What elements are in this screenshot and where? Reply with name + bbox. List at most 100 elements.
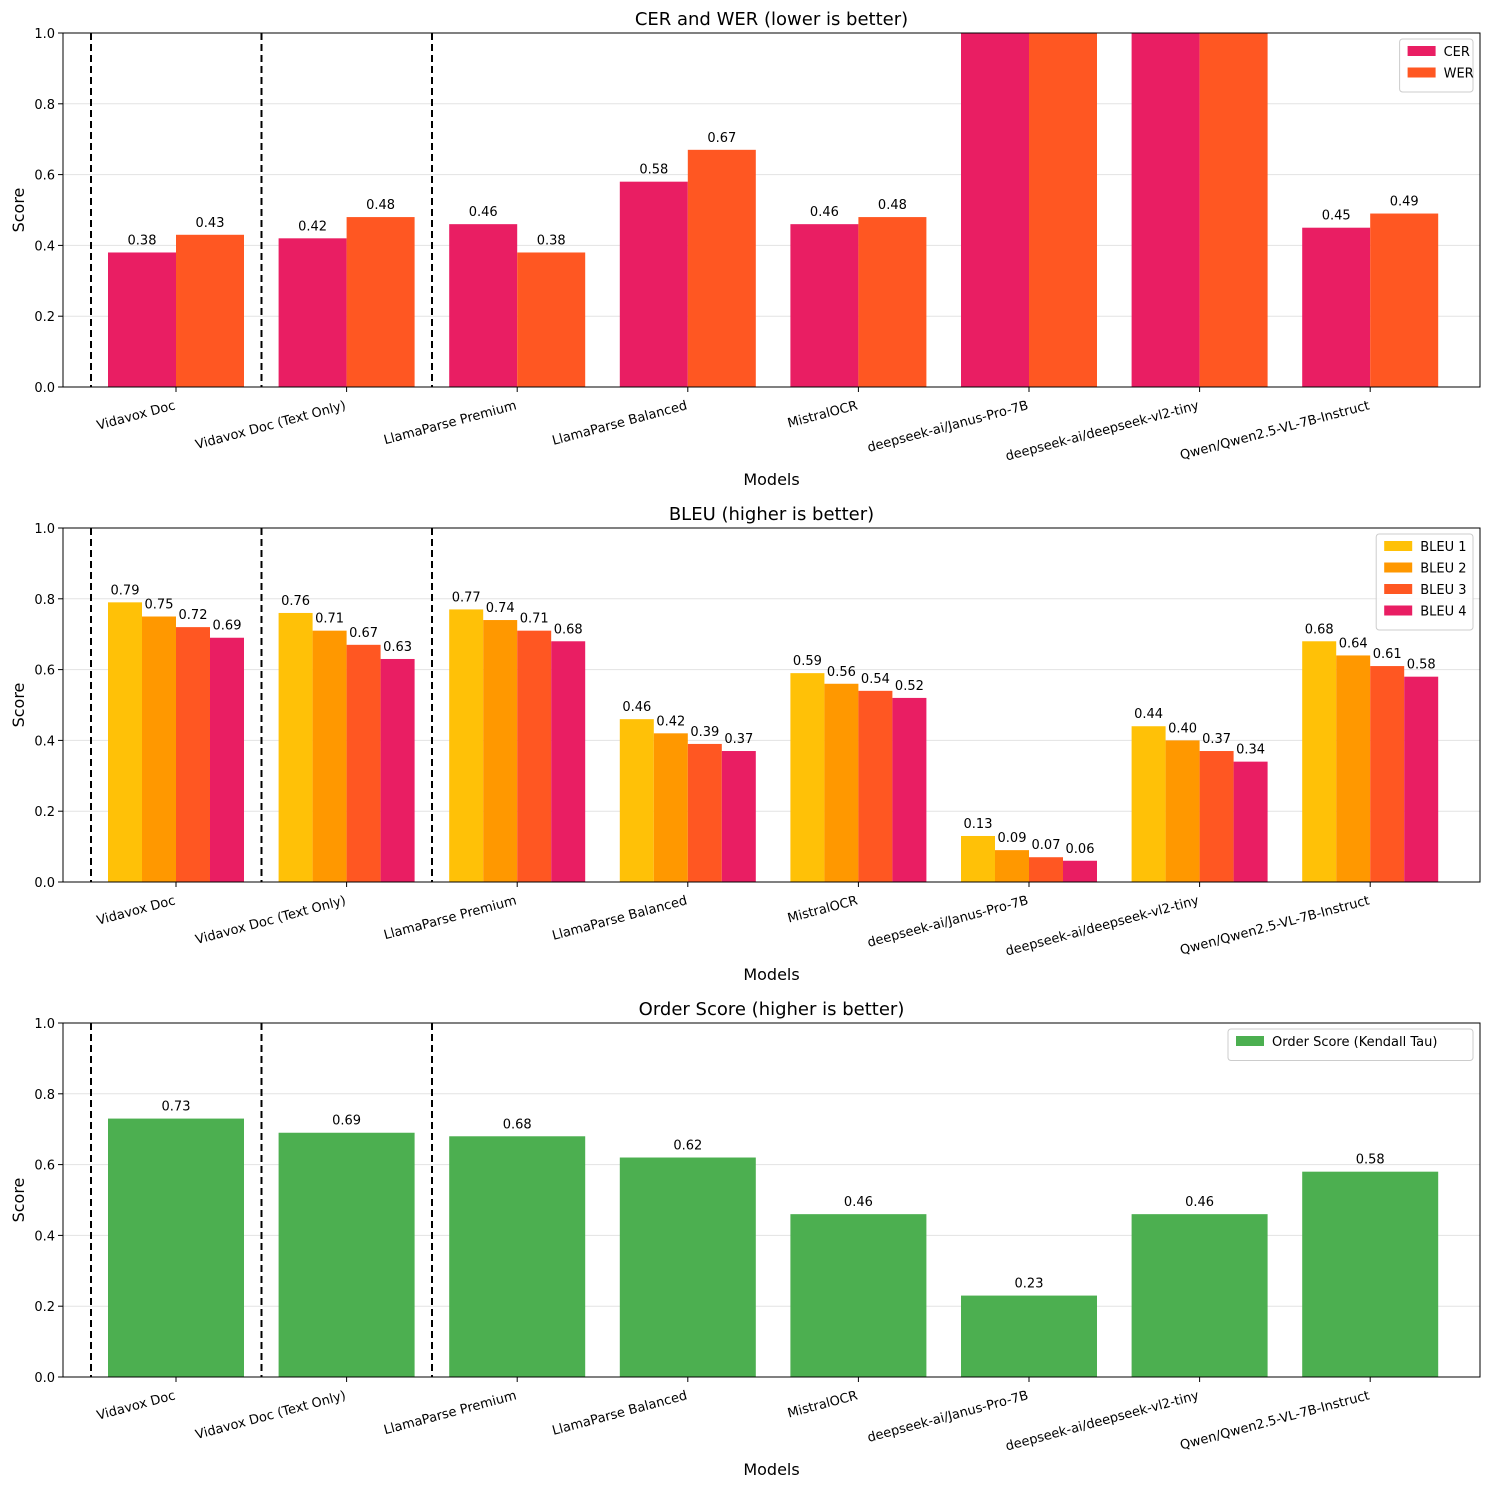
legend-label: BLEU 4 <box>1420 605 1466 620</box>
bar-value-label: 0.49 <box>1390 195 1419 210</box>
legend-box <box>1227 1028 1474 1061</box>
chart-panel-1: CER and WER (lower is better) 0.0 0.2 0.4 0.… <box>9 9 1481 489</box>
bar-value-label: 0.37 <box>1202 732 1231 747</box>
bar <box>312 630 347 882</box>
bar-value-label: 0.71 <box>315 612 344 627</box>
y-axis-label: Score <box>9 188 28 233</box>
x-tick-label: Vidavox Doc <box>95 1388 177 1423</box>
x-tick-label: LlamaParse Premium <box>382 1388 518 1438</box>
bar <box>1404 676 1439 882</box>
x-tick-label: MistralOCR <box>786 398 859 431</box>
bar <box>108 1118 244 1377</box>
bar-value-label: 0.56 <box>827 665 856 680</box>
bar <box>790 1214 927 1377</box>
plot-frame <box>62 1022 1481 1378</box>
bar-value-label: 0.23 <box>1015 1277 1044 1292</box>
x-tick-label: deepseek-ai/Janus-Pro-7B <box>866 893 1030 950</box>
chart-title: BLEU (higher is better) <box>669 504 874 525</box>
plot-frame <box>62 32 1481 388</box>
x-tick-label: Vidavox Doc <box>95 398 177 433</box>
bar <box>1199 751 1234 882</box>
bar <box>1233 761 1268 882</box>
x-tick-label: deepseek-ai/Janus-Pro-7B <box>866 398 1030 455</box>
x-tick-label: Vidavox Doc <box>95 893 177 928</box>
bar <box>210 637 244 882</box>
bar-value-label: 0.42 <box>656 714 685 729</box>
bar-value-label: 0.48 <box>878 198 907 213</box>
bar <box>653 733 688 882</box>
y-tick-label: 0.2 <box>34 1300 55 1315</box>
chart-panel-3: Order Score (higher is better) 0.0 0.2 0.4 0… <box>9 999 1481 1479</box>
bar-value-label: 0.52 <box>895 679 924 694</box>
y-tick-label: 0.2 <box>34 805 55 820</box>
bar <box>278 238 347 387</box>
bar <box>551 641 586 882</box>
x-axis-label: Models <box>743 1460 799 1479</box>
bar-value-label: 0.13 <box>964 817 993 832</box>
bar-value-label: 0.61 <box>1373 647 1402 662</box>
bar <box>961 1295 1097 1377</box>
y-tick-label: 1.0 <box>34 1017 55 1032</box>
legend-swatch <box>1407 67 1436 78</box>
y-tick-label: 0.4 <box>34 1229 55 1244</box>
x-tick-label: MistralOCR <box>786 1388 859 1421</box>
legend-swatch <box>1384 584 1413 594</box>
bar-value-label: 0.38 <box>128 233 157 248</box>
legend-swatch <box>1384 541 1413 551</box>
bar-value-label: 0.46 <box>622 700 651 715</box>
bar-value-label: 0.68 <box>503 1117 532 1132</box>
x-tick-label: deepseek-ai/deepseek-vl2-tiny <box>1004 398 1201 464</box>
chart-panel-2: BLEU (higher is better) 0.0 0.2 0.4 0.6 0.8 1.… <box>9 504 1481 984</box>
bar-value-label: 0.63 <box>383 640 412 655</box>
bar <box>108 602 142 882</box>
bar <box>619 181 688 387</box>
bar-value-label: 0.62 <box>673 1139 702 1154</box>
bar <box>1063 860 1097 882</box>
bar <box>1199 33 1268 387</box>
bar <box>824 683 859 882</box>
legend-label: BLEU 2 <box>1420 562 1466 577</box>
y-tick-label: 0.8 <box>34 98 55 113</box>
bar <box>961 33 1029 387</box>
bar-value-label: 0.37 <box>724 732 753 747</box>
bar-value-label: 0.45 <box>1322 209 1351 224</box>
x-tick-label: deepseek-ai/deepseek-vl2-tiny <box>1004 893 1201 959</box>
bar <box>687 149 756 387</box>
bar-value-label: 0.59 <box>793 654 822 669</box>
bar-value-label: 0.46 <box>810 205 839 220</box>
bar <box>176 627 210 882</box>
bar <box>1302 641 1337 882</box>
bar-value-label: 0.43 <box>196 216 225 231</box>
y-tick-label: 0.8 <box>34 593 55 608</box>
bar <box>483 620 518 882</box>
legend-label: BLEU 3 <box>1420 583 1466 598</box>
bar-value-label: 0.44 <box>1134 707 1163 722</box>
bar <box>1029 857 1063 882</box>
bar <box>1131 33 1200 387</box>
bar <box>1131 726 1166 882</box>
bar-value-label: 0.09 <box>998 831 1027 846</box>
legend-swatch <box>1407 46 1436 56</box>
y-axis-label: Score <box>9 1178 28 1223</box>
bar-value-label: 0.64 <box>1339 636 1368 651</box>
bar-value-label: 0.75 <box>145 598 174 613</box>
y-tick-label: 1.0 <box>34 522 55 537</box>
bar-value-label: 0.46 <box>469 205 498 220</box>
bar <box>449 609 484 882</box>
x-axis-label: Models <box>743 470 799 489</box>
y-tick-label: 0.0 <box>34 876 55 891</box>
bar-value-label: 0.58 <box>1407 658 1436 673</box>
bar-value-label: 0.79 <box>111 583 140 598</box>
legend-label: Order Score (Kendall Tau) <box>1272 1035 1437 1050</box>
legend: BLEU 1 BLEU 2 BLEU 3 BLEU 4 <box>1375 533 1474 631</box>
bar <box>108 252 176 387</box>
y-axis-label: Score <box>9 683 28 728</box>
bar <box>892 697 927 882</box>
bar-value-label: 0.69 <box>332 1114 361 1129</box>
bar <box>1029 33 1097 387</box>
bar <box>687 743 722 882</box>
bar-value-label: 0.58 <box>1356 1153 1385 1168</box>
bar <box>790 673 825 882</box>
bar-value-label: 0.68 <box>1305 622 1334 637</box>
bar-value-label: 0.40 <box>1168 721 1197 736</box>
